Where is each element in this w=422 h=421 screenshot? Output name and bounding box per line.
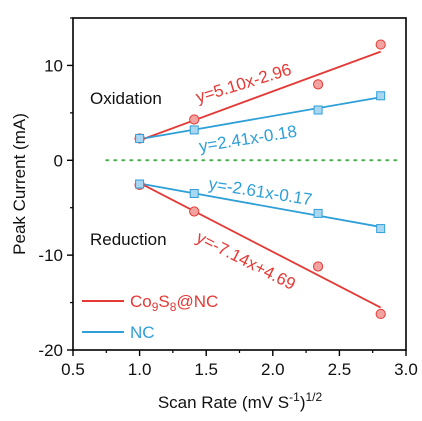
data-point-reduction (189, 206, 200, 217)
data-point-reduction (135, 179, 145, 189)
fit-lines (139, 50, 382, 309)
data-point-reduction (312, 261, 324, 272)
data-point-oxidation (313, 105, 323, 115)
x-tick-label: 0.5 (61, 360, 85, 379)
y-tick-label: 0 (54, 151, 63, 170)
y-tick-label: -20 (38, 341, 63, 360)
data-point-oxidation (375, 39, 386, 50)
nc-reduction-equation: y=-2.61x-0.17 (207, 174, 313, 209)
x-tick-label: 3.0 (394, 360, 418, 379)
data-point-oxidation (135, 133, 145, 143)
y-tick-label: 10 (44, 56, 63, 75)
legend: Co9S8@NC NC (82, 292, 218, 342)
legend-label-cos: Co9S8@NC (130, 292, 218, 314)
x-tick-label: 2.5 (328, 360, 352, 379)
fit-line-oxidation-1 (139, 96, 381, 141)
x-tick-label: 1.0 (128, 360, 152, 379)
oxidation-label: Oxidation (90, 89, 162, 108)
fit-line-oxidation-0 (139, 50, 382, 142)
data-point-oxidation (376, 91, 386, 101)
reduction-label: Reduction (90, 230, 167, 249)
data-point-oxidation (189, 125, 199, 135)
legend-label-nc: NC (130, 323, 155, 342)
data-point-reduction (189, 188, 199, 198)
x-tick-label: 1.5 (194, 360, 218, 379)
data-point-oxidation (189, 114, 200, 125)
data-point-oxidation (312, 79, 324, 90)
data-points (134, 39, 386, 320)
fit-line-reduction-1 (139, 182, 381, 228)
data-point-reduction (313, 208, 323, 218)
y-axis-title: Peak Current (mA) (10, 113, 29, 255)
data-point-reduction (376, 224, 386, 234)
fit-line-reduction-0 (139, 182, 382, 309)
x-axis-title: Scan Rate (mV S-1)1/2 (158, 390, 323, 412)
data-point-reduction (375, 308, 386, 320)
y-tick-label: -10 (38, 246, 63, 265)
cos-oxidation-equation: y=5.10x-2.96 (194, 60, 294, 107)
x-tick-label: 2.0 (261, 360, 285, 379)
axis-ticks: 0.5 1.0 1.5 2.0 2.5 3.0 -20 -10 0 10 (38, 17, 418, 379)
